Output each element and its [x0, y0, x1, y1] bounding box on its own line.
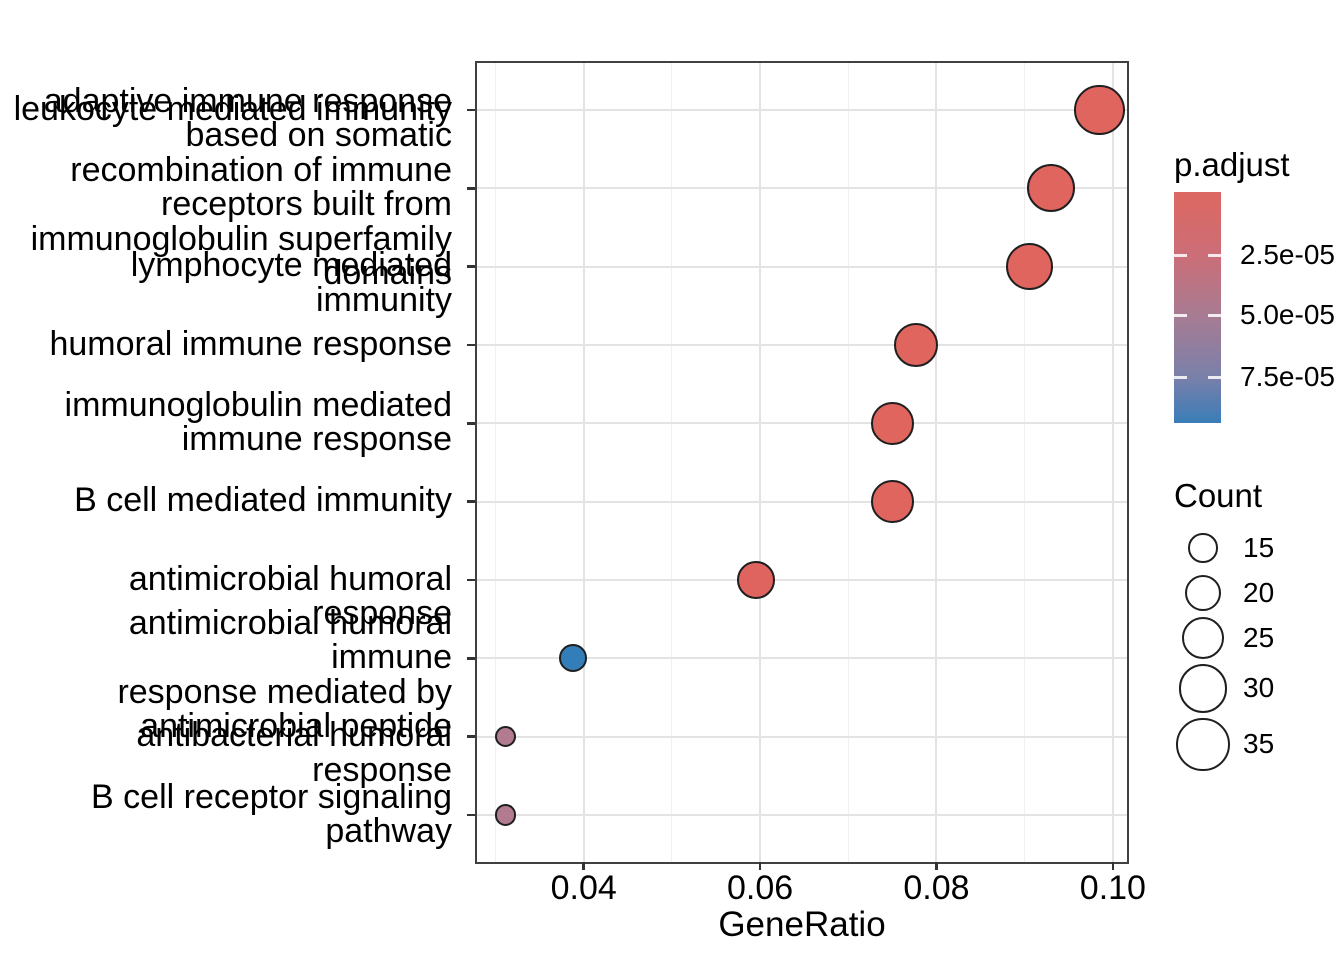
plot-panel: [475, 61, 1129, 864]
y-axis-label: antimicrobial humoral immune response me…: [117, 603, 452, 746]
y-axis-tick: [467, 657, 475, 660]
x-axis-tick: [582, 862, 585, 870]
gridline-major-y: [477, 109, 1127, 111]
count-legend: Count 15 20 25 30 35: [1174, 478, 1344, 788]
count-legend-title: Count: [1174, 477, 1263, 514]
padjust-legend-title: p.adjust: [1174, 146, 1290, 183]
data-point: [494, 804, 516, 826]
gridline-major-x: [935, 63, 938, 862]
gridline-major-y: [477, 579, 1127, 581]
data-point: [871, 480, 914, 523]
y-axis-tick: [467, 422, 475, 425]
y-axis-label: B cell mediated immunity: [74, 481, 452, 520]
colorbar-tick: [1208, 314, 1221, 317]
x-axis-tick-label: 0.08: [903, 869, 970, 907]
colorbar-tick-label: 5.0e-05: [1240, 299, 1335, 331]
count-legend-circle: [1176, 717, 1230, 771]
y-axis-tick: [467, 187, 475, 190]
data-point: [1005, 243, 1053, 291]
gridline-major-y: [477, 500, 1127, 503]
gridline-major-y: [477, 422, 1127, 425]
count-legend-circle: [1181, 616, 1225, 660]
count-legend-circle: [1184, 574, 1222, 612]
y-axis-tick: [467, 813, 475, 817]
y-axis-tick: [467, 108, 475, 112]
data-point: [736, 561, 775, 599]
gridline-major-x: [582, 63, 585, 862]
padjust-legend: p.adjust 2.5e-05 5.0e-05 7.5e-05: [1174, 147, 1344, 467]
gridline-major-y: [477, 657, 1127, 660]
data-point: [559, 644, 588, 673]
gridline-major-y: [477, 187, 1127, 190]
data-point: [494, 726, 516, 748]
gridline-major-y: [477, 735, 1127, 738]
y-axis-label: humoral immune response: [49, 324, 452, 363]
y-axis-tick: [467, 500, 475, 503]
gridline-major-x: [1111, 63, 1114, 862]
gridline-minor-x: [1024, 63, 1026, 862]
gridline-major-y: [477, 344, 1127, 346]
colorbar-tick-label: 7.5e-05: [1240, 361, 1335, 393]
x-axis-tick: [1111, 862, 1115, 870]
gridline-major-y: [477, 814, 1127, 816]
colorbar-tick: [1208, 254, 1221, 257]
y-axis-label: antibacterial humoral response: [136, 716, 452, 789]
count-legend-label: 35: [1243, 728, 1275, 760]
data-point: [1074, 84, 1125, 136]
x-axis-tick-label: 0.10: [1079, 869, 1146, 907]
gridline-major-y: [477, 265, 1127, 268]
y-axis-tick: [467, 735, 475, 738]
gridline-major-x: [759, 63, 762, 862]
gridline-minor-x: [495, 63, 497, 862]
colorbar-tick: [1174, 314, 1187, 317]
count-legend-label: 25: [1243, 622, 1275, 653]
x-axis-tick-label: 0.04: [550, 869, 617, 907]
y-axis-tick: [467, 343, 475, 347]
data-point: [1027, 164, 1076, 213]
y-axis-label: immunoglobulin mediated immune response: [64, 385, 452, 459]
count-legend-circle: [1188, 533, 1218, 563]
y-axis-label: antimicrobial humoral response: [128, 559, 452, 633]
colorbar-tick: [1174, 376, 1187, 379]
x-axis-tick: [935, 862, 938, 870]
colorbar-tick-label: 2.5e-05: [1240, 239, 1335, 271]
x-axis-tick-label: 0.06: [727, 869, 794, 907]
y-axis-tick: [467, 578, 475, 582]
gridline-minor-x: [847, 63, 849, 862]
data-point: [894, 323, 939, 367]
x-axis-tick: [758, 862, 762, 870]
y-axis-label: adaptive immune response based on somati…: [30, 81, 452, 293]
x-axis-title: GeneRatio: [718, 905, 886, 944]
colorbar-tick: [1174, 254, 1187, 257]
colorbar-tick: [1208, 376, 1221, 379]
count-legend-label: 20: [1243, 577, 1275, 608]
gridline-minor-x: [671, 63, 673, 862]
y-axis-label: leukocyte mediated immunity: [13, 89, 452, 128]
data-point: [871, 402, 914, 445]
y-axis-label: lymphocyte mediated immunity: [130, 246, 452, 319]
count-legend-label: 15: [1243, 532, 1275, 563]
count-legend-label: 30: [1243, 672, 1275, 704]
y-axis-label: B cell receptor signaling pathway: [91, 777, 452, 850]
padjust-colorbar: [1174, 192, 1221, 423]
count-legend-circle: [1178, 664, 1228, 713]
y-axis-tick: [467, 265, 475, 268]
